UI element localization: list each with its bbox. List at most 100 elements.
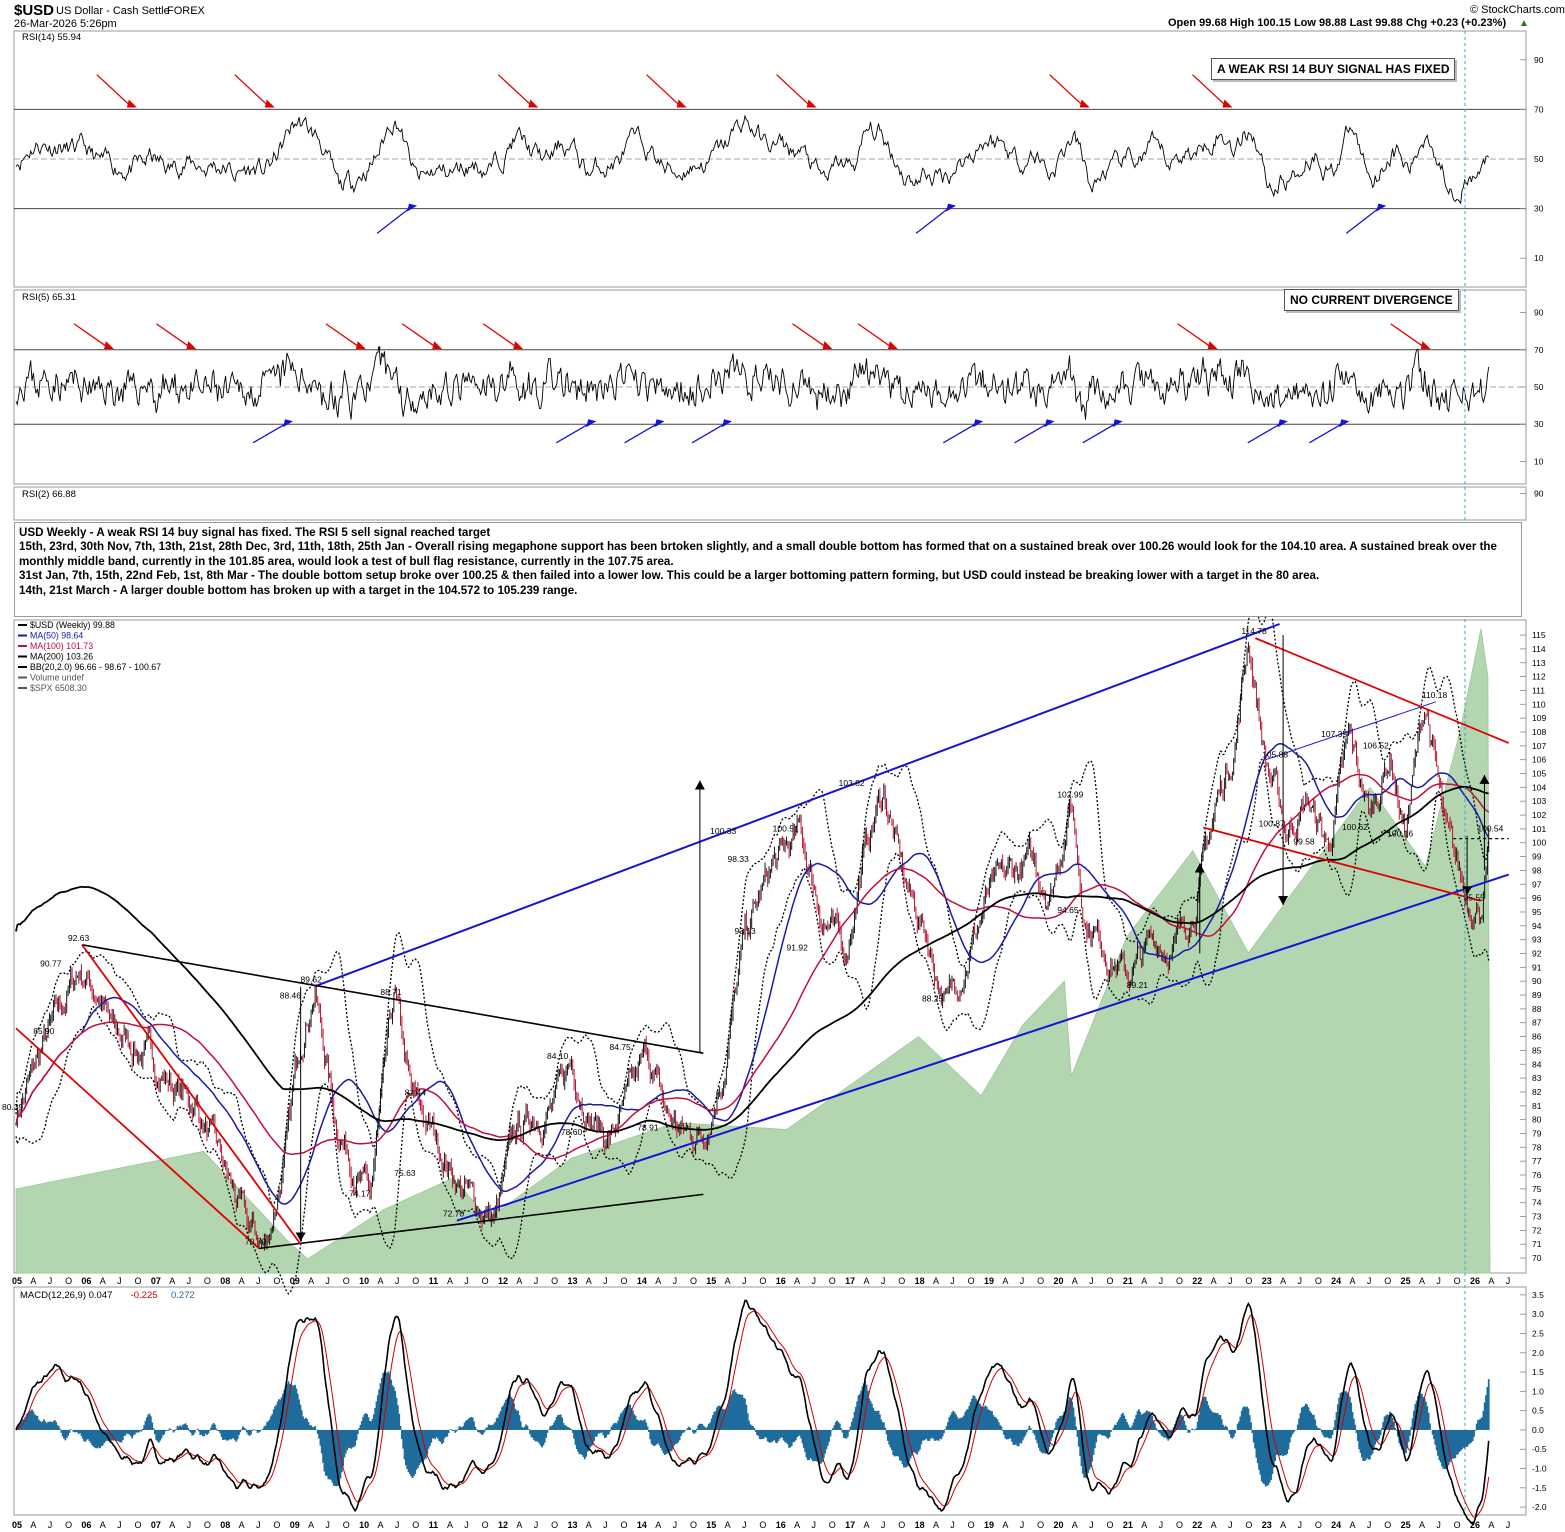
chart-datetime: 26-Mar-2026 5:26pm bbox=[14, 18, 117, 30]
price-label: 81.44 bbox=[405, 1088, 427, 1098]
price-ytick-label: 81 bbox=[1532, 1101, 1542, 1111]
x-axis-year-label: 10 bbox=[359, 1520, 369, 1530]
x-axis-month-label: O bbox=[1315, 1520, 1322, 1530]
bull-flag-support bbox=[1203, 826, 1482, 902]
x-axis-year-label: 14 bbox=[637, 1520, 647, 1530]
x-axis-year-label: 11 bbox=[429, 1276, 439, 1286]
x-axis-year-label: 16 bbox=[776, 1520, 786, 1530]
price-ytick-label: 92 bbox=[1532, 948, 1542, 958]
x-axis-month-label: J bbox=[256, 1520, 261, 1530]
price-ytick-label: 77 bbox=[1532, 1156, 1542, 1166]
rsi-ytick-label: 50 bbox=[1534, 382, 1544, 392]
divergence-line bbox=[1049, 74, 1083, 105]
x-axis-month-label: O bbox=[65, 1276, 72, 1286]
x-axis-month-label: O bbox=[343, 1276, 350, 1286]
x-axis-month-label: J bbox=[811, 1276, 816, 1286]
x-axis-month-label: J bbox=[603, 1276, 608, 1286]
x-axis-year-label: 12 bbox=[498, 1520, 508, 1530]
divergence-line bbox=[401, 323, 435, 347]
price-ytick-label: 85 bbox=[1532, 1045, 1542, 1055]
macd-ytick-label: 1.0 bbox=[1532, 1386, 1544, 1396]
rsi14-callout: A WEAK RSI 14 BUY SIGNAL HAS FIXED bbox=[1211, 58, 1456, 80]
x-axis-month-label: J bbox=[187, 1520, 192, 1530]
x-axis-month-label: O bbox=[898, 1276, 905, 1286]
price-label: 85.90 bbox=[33, 1026, 55, 1036]
price-ytick-label: 89 bbox=[1532, 990, 1542, 1000]
x-axis-month-label: A bbox=[308, 1276, 314, 1286]
x-axis-year-label: 15 bbox=[706, 1276, 716, 1286]
x-axis-month-label: J bbox=[603, 1520, 608, 1530]
x-axis-year-label: 19 bbox=[984, 1276, 994, 1286]
x-axis-month-label: A bbox=[1488, 1520, 1494, 1530]
price-label: 84.10 bbox=[547, 1051, 569, 1061]
x-axis-month-label: O bbox=[412, 1276, 419, 1286]
target-arrow-2022-up-head bbox=[1194, 863, 1205, 873]
price-label: 105.88 bbox=[1262, 749, 1288, 759]
rsi5-callout: NO CURRENT DIVERGENCE bbox=[1284, 289, 1459, 311]
x-axis-month-label: J bbox=[325, 1520, 330, 1530]
price-ytick-label: 80 bbox=[1532, 1115, 1542, 1125]
symbol-exchange: FOREX bbox=[167, 5, 206, 17]
rsi-ytick-label: 30 bbox=[1534, 419, 1544, 429]
price-ytick-label: 100 bbox=[1532, 838, 1546, 848]
divergence-arrow-head bbox=[513, 341, 524, 350]
x-axis-month-label: A bbox=[586, 1276, 592, 1286]
x-axis-year-label: 06 bbox=[81, 1520, 91, 1530]
x-axis-month-label: O bbox=[1107, 1520, 1114, 1530]
divergence-arrow-head bbox=[283, 419, 294, 428]
x-axis-month-label: J bbox=[950, 1520, 955, 1530]
divergence-arrow-head bbox=[355, 341, 366, 350]
x-axis-month-label: A bbox=[378, 1276, 384, 1286]
x-axis-month-label: A bbox=[169, 1276, 175, 1286]
x-axis-month-label: A bbox=[933, 1276, 939, 1286]
price-ytick-label: 109 bbox=[1532, 713, 1546, 723]
price-label: 92.63 bbox=[68, 933, 90, 943]
target-arrow-2025-down-head bbox=[1462, 886, 1473, 896]
x-axis-year-label: 12 bbox=[498, 1276, 508, 1286]
divergence-arrow-head bbox=[1207, 341, 1218, 350]
divergence-arrow-head bbox=[1420, 341, 1431, 350]
x-axis-year-label: 20 bbox=[1053, 1276, 1063, 1286]
bull-flag-resistance bbox=[1254, 637, 1510, 744]
commentary-line-3: 31st Jan, 7th, 15th, 22nd Feb, 1st, 8th … bbox=[19, 569, 1320, 583]
x-axis-month-label: J bbox=[395, 1276, 400, 1286]
blue-minor-line bbox=[1265, 701, 1437, 761]
price-ytick-label: 110 bbox=[1532, 699, 1546, 709]
price-ytick-label: 103 bbox=[1532, 796, 1546, 806]
x-axis-month-label: A bbox=[239, 1520, 245, 1530]
megaphone-resistance-line bbox=[314, 623, 1280, 988]
red-channel-upper bbox=[81, 944, 302, 1245]
divergence-arrow-head bbox=[1112, 419, 1123, 428]
divergence-arrow-head bbox=[528, 99, 539, 108]
x-axis-month-label: J bbox=[1297, 1520, 1302, 1530]
price-label: 78.60 bbox=[561, 1127, 583, 1137]
price-legend-item: $SPX 6508.30 bbox=[30, 683, 87, 693]
commentary-line-2: 15th, 23rd, 30th Nov, 7th, 13th, 21st, 2… bbox=[19, 540, 1501, 568]
macd-ytick-label: -1.0 bbox=[1532, 1464, 1547, 1474]
x-axis-month-label: J bbox=[742, 1520, 747, 1530]
credit-text: © StockCharts.com bbox=[1470, 4, 1565, 16]
target-arrow-2014-head bbox=[694, 780, 705, 790]
x-axis-year-label: 15 bbox=[706, 1520, 716, 1530]
legends: RSI(14) 55.94 RSI(5) 65.31 RSI(2) 66.88 $US… bbox=[18, 32, 195, 1301]
macd-ytick-label: 1.5 bbox=[1532, 1367, 1544, 1377]
divergence-arrow-head bbox=[1277, 419, 1288, 428]
panel-frame-rsi2 bbox=[13, 486, 1527, 521]
symbol-title: $USD bbox=[14, 2, 54, 19]
x-axis-month-label: O bbox=[1454, 1276, 1461, 1286]
x-axis-month-label: A bbox=[169, 1520, 175, 1530]
x-axis-month-label: A bbox=[1002, 1276, 1008, 1286]
x-axis-month-label: A bbox=[239, 1276, 245, 1286]
price-label: 90.77 bbox=[40, 959, 62, 969]
x-axis-month-label: J bbox=[395, 1520, 400, 1530]
x-axis-month-label: O bbox=[968, 1520, 975, 1530]
price-label: 89.62 bbox=[301, 974, 323, 984]
x-axis-year-label: 17 bbox=[845, 1520, 855, 1530]
x-axis-month-label: J bbox=[534, 1276, 539, 1286]
divergence-arrow-head bbox=[676, 99, 687, 108]
x-axis-year-label: 26 bbox=[1470, 1520, 1480, 1530]
divergence-arrow-head bbox=[1044, 419, 1055, 428]
x-axis-month-label: J bbox=[117, 1520, 122, 1530]
price-label: 100.51 bbox=[773, 824, 799, 834]
x-axis-year-label: 14 bbox=[637, 1276, 647, 1286]
